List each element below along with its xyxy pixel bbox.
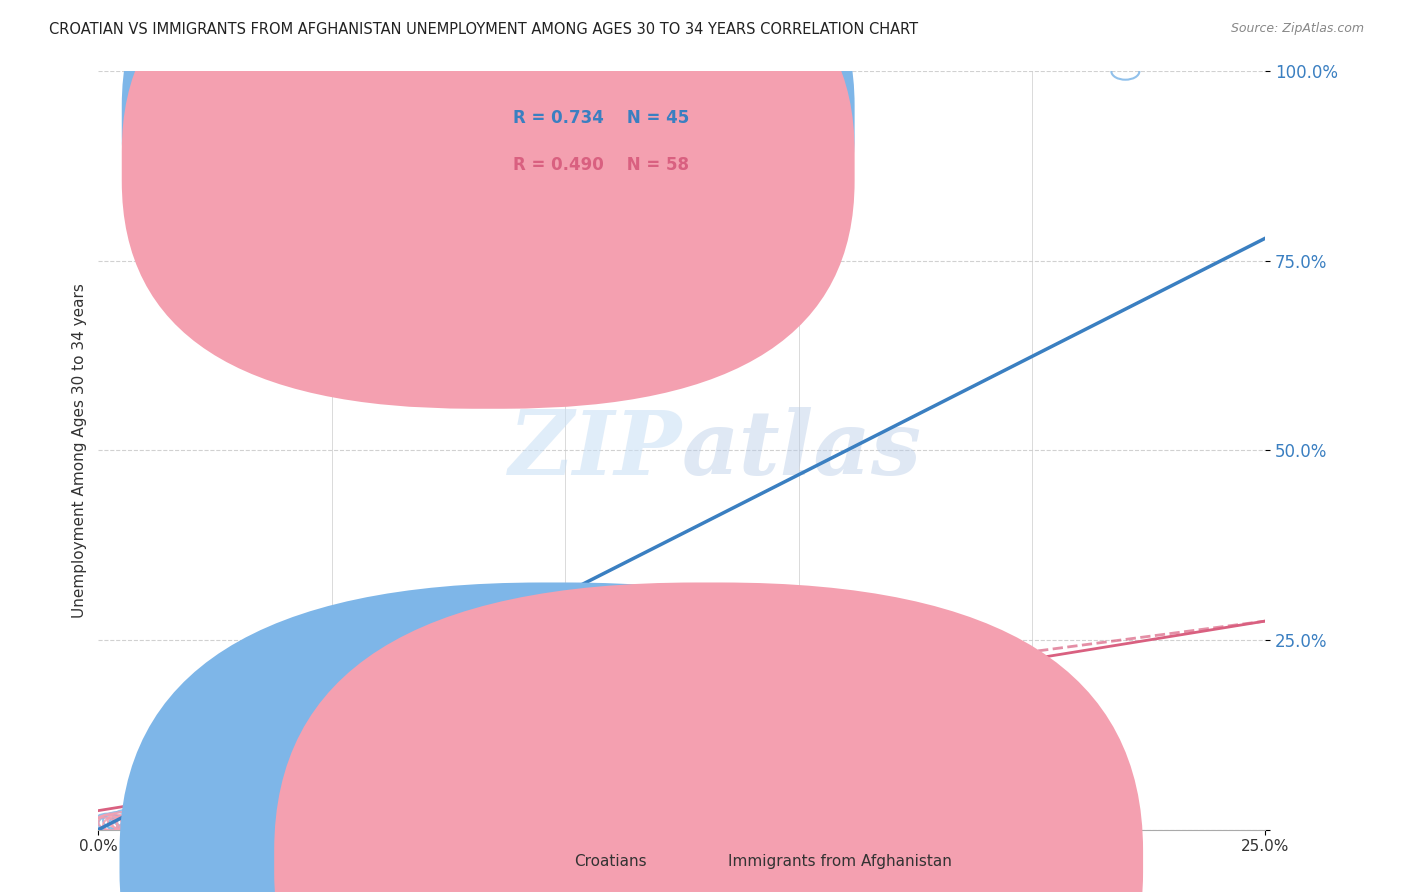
Text: Source: ZipAtlas.com: Source: ZipAtlas.com xyxy=(1230,22,1364,36)
Text: Immigrants from Afghanistan: Immigrants from Afghanistan xyxy=(728,855,952,869)
Text: atlas: atlas xyxy=(682,408,922,493)
Text: R = 0.490    N = 58: R = 0.490 N = 58 xyxy=(513,155,689,174)
FancyBboxPatch shape xyxy=(122,0,855,363)
Text: ZIP: ZIP xyxy=(509,408,682,493)
Text: R = 0.734    N = 45: R = 0.734 N = 45 xyxy=(513,110,689,128)
Text: Croatians: Croatians xyxy=(574,855,647,869)
FancyBboxPatch shape xyxy=(122,0,855,409)
Text: CROATIAN VS IMMIGRANTS FROM AFGHANISTAN UNEMPLOYMENT AMONG AGES 30 TO 34 YEARS C: CROATIAN VS IMMIGRANTS FROM AFGHANISTAN … xyxy=(49,22,918,37)
Y-axis label: Unemployment Among Ages 30 to 34 years: Unemployment Among Ages 30 to 34 years xyxy=(72,283,87,618)
FancyBboxPatch shape xyxy=(454,87,711,201)
